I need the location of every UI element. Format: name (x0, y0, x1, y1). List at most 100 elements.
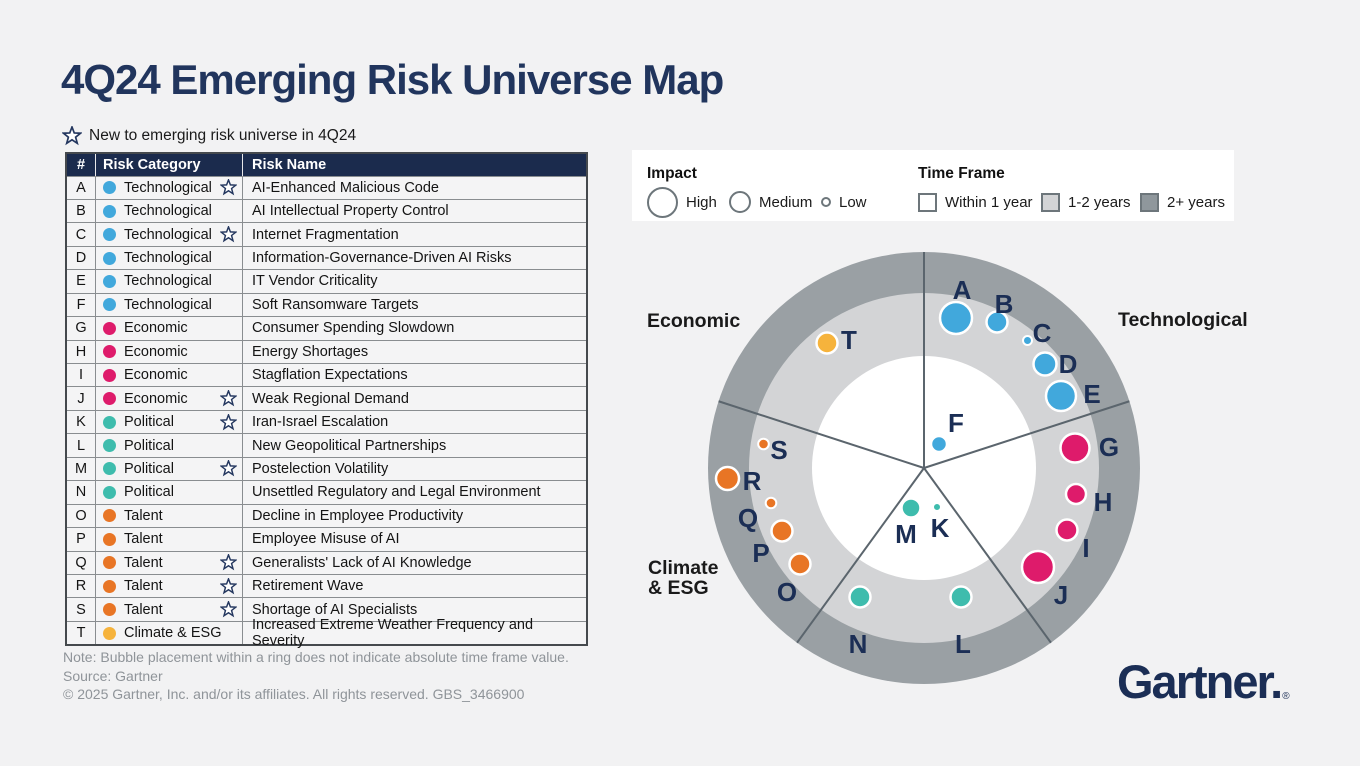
risk-bubble-R (714, 465, 741, 492)
sector-line-288 (718, 400, 925, 469)
risk-category-label: Economic (124, 320, 188, 337)
impact-legend-label: High (686, 193, 717, 211)
timeframe-legend-label: Within 1 year (945, 193, 1033, 211)
risk-category-label: Political (124, 414, 174, 431)
risk-category-label: Talent (124, 578, 163, 595)
category-dot-icon (103, 228, 116, 242)
risk-category-label: Technological (124, 296, 212, 313)
star-icon (220, 460, 237, 477)
risk-bubble-label-R: R (743, 466, 762, 496)
timeframe-legend-item-3: 2+ years (1140, 186, 1225, 218)
risk-category-cell: Economic (95, 387, 242, 410)
new-risk-star-icon (220, 226, 237, 243)
table-row-E: E Technological IT Vendor Criticality (67, 269, 586, 293)
risk-bubble-label-P: P (752, 538, 769, 568)
category-dot-icon (103, 321, 116, 335)
risk-category-label: Economic (124, 390, 188, 407)
table-row-F: F Technological Soft Ransomware Targets (67, 292, 586, 317)
risk-bubble-label-A: A (953, 275, 972, 305)
risk-letter: S (76, 601, 86, 618)
star-icon (220, 554, 237, 571)
table-row-T: T Climate & ESG Increased Extreme Weather … (67, 617, 586, 649)
risk-name-cell: AI-Enhanced Malicious Code (242, 176, 586, 199)
category-dot-icon (103, 462, 116, 476)
new-risk-star-icon (220, 601, 237, 618)
table-row-L: L Political New Geopolitical Partnerships (67, 433, 586, 457)
table-row-I: I Economic Stagflation Expectations (67, 363, 586, 387)
risk-category-cell: Technological (95, 293, 242, 317)
category-dot-icon (103, 274, 116, 288)
risk-bubble-C (1022, 335, 1033, 346)
risk-category-cell: Economic (95, 317, 242, 340)
risk-letter: J (77, 390, 85, 407)
risk-bubble-G (1059, 432, 1091, 464)
risk-category-label: Technological (124, 179, 212, 196)
category-dot-icon (103, 603, 116, 617)
risk-bubble-L (949, 585, 973, 609)
impact-legend-title: Impact (647, 165, 697, 182)
risk-bubble-E (1044, 379, 1078, 413)
risk-name-cell: Iran-Israel Escalation (242, 410, 586, 434)
risk-letter: A (76, 179, 86, 196)
risk-bubble-D (1032, 351, 1058, 377)
risk-category-label: Technological (124, 226, 212, 243)
timeframe-square-icon (1041, 192, 1060, 212)
risk-name-cell: Consumer Spending Slowdown (242, 317, 586, 340)
risk-category-cell: Economic (95, 340, 242, 363)
gartner-logo: Gartner. ® (1117, 658, 1290, 705)
risk-category-label: Technological (124, 203, 212, 220)
risk-category-cell: Political (95, 481, 242, 504)
risk-category-label: Economic (124, 367, 188, 384)
table-row-M: M Political Postelection Volatility (67, 456, 586, 481)
sector-label-technological: Technological (1118, 309, 1248, 331)
risk-letter: Q (75, 554, 87, 571)
risk-bubble-Q (764, 496, 778, 510)
star-icon (220, 390, 237, 407)
risk-bubble-label-E: E (1083, 379, 1100, 409)
impact-legend-item-medium: Medium (729, 186, 812, 218)
risk-bubble-label-J: J (1054, 580, 1068, 610)
risk-name-cell: Shortage of AI Specialists (242, 598, 586, 621)
risk-bubble-O (788, 552, 812, 576)
risk-bubble-label-M: M (895, 519, 917, 549)
risk-bubble-label-D: D (1059, 349, 1078, 379)
footnote-copyright: © 2025 Gartner, Inc. and/or its affiliat… (63, 686, 525, 702)
new-risk-star-icon (220, 460, 237, 477)
timeframe-legend-label: 2+ years (1167, 193, 1225, 211)
new-risk-star-icon (220, 577, 237, 595)
risk-category-label: Political (124, 484, 174, 501)
risk-category-label: Technological (124, 273, 212, 290)
sector-line-144 (923, 467, 1052, 644)
risk-letter: F (76, 296, 86, 313)
risk-table-header: # Risk Category Risk Name (67, 154, 586, 176)
footnotes: Note: Bubble placement within a ring doe… (63, 648, 569, 704)
impact-legend-label: Medium (759, 193, 813, 211)
risk-name-cell: Generalists' Lack of AI Knowledge (242, 551, 586, 574)
risk-letter: I (78, 367, 84, 384)
table-row-D: D Technological Information-Governance-Dri… (67, 245, 586, 270)
table-row-B: B Technological AI Intellectual Property C… (67, 198, 586, 223)
risk-category-cell: Talent (95, 574, 242, 598)
risk-category-label: Talent (124, 507, 163, 524)
table-row-H: H Economic Energy Shortages (67, 339, 586, 363)
impact-legend-label: Low (839, 193, 867, 211)
new-risk-star-icon (220, 390, 237, 407)
risk-bubble-label-C: C (1033, 318, 1052, 348)
table-row-S: S Talent Shortage of AI Specialists (67, 597, 586, 621)
category-dot-icon (103, 556, 116, 570)
risk-letter: L (76, 437, 86, 454)
category-dot-icon (103, 415, 116, 429)
star-icon (220, 601, 237, 618)
risk-bubble-label-K: K (931, 513, 950, 543)
table-row-Q: Q Talent Generalists' Lack of AI Knowledge (67, 550, 586, 574)
risk-bubble-J (1020, 549, 1056, 585)
risk-category-cell: Talent (95, 551, 242, 574)
category-dot-icon (103, 439, 116, 453)
new-risk-star-icon (220, 554, 237, 571)
risk-name-cell: Weak Regional Demand (242, 387, 586, 410)
risk-name-cell: New Geopolitical Partnerships (242, 434, 586, 457)
risk-category-label: Economic (124, 343, 188, 360)
table-row-P: P Talent Employee Misuse of AI (67, 527, 586, 551)
risk-bubble-H (1064, 482, 1088, 506)
